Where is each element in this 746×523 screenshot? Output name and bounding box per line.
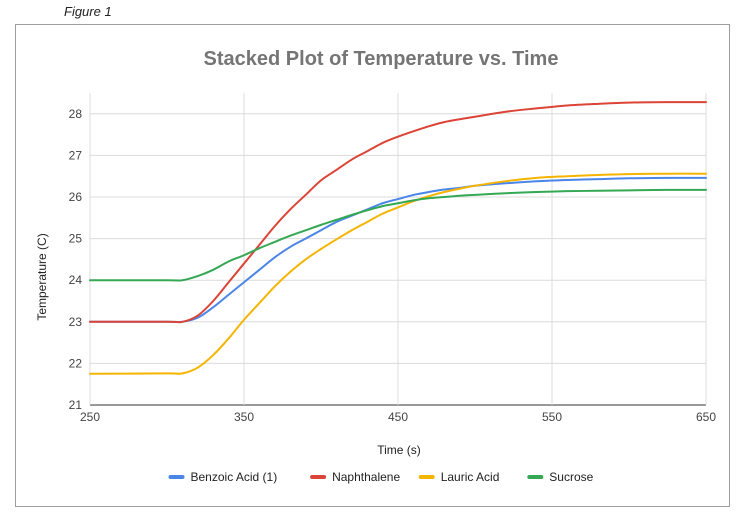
y-axis-title: Temperature (C) — [35, 233, 49, 320]
legend-label-sucrose: Sucrose — [549, 470, 593, 484]
grid-lines — [89, 93, 707, 406]
legend-label-naphthalene: Naphthalene — [332, 470, 400, 484]
y-tick-label: 28 — [69, 107, 83, 121]
chart-frame: 21 22 23 24 25 26 27 28 250 350 450 550 650 Stacked … — [15, 24, 730, 507]
legend-label-benzoic-acid-1: Benzoic Acid (1) — [191, 470, 278, 484]
x-tick-label: 350 — [234, 410, 254, 424]
line-chart: 21 22 23 24 25 26 27 28 250 350 450 550 650 Stacked … — [35, 48, 717, 484]
series-line-sucrose — [89, 188, 707, 282]
y-tick-label: 23 — [69, 315, 83, 329]
x-tick-label: 650 — [696, 410, 716, 424]
x-tick-label: 550 — [542, 410, 562, 424]
legend-label-lauric-acid: Lauric Acid — [441, 470, 500, 484]
x-axis-title: Time (s) — [377, 443, 421, 457]
y-tick-label: 22 — [69, 356, 83, 370]
figure-caption: Figure 1 — [64, 4, 112, 19]
x-tick-label: 450 — [388, 410, 408, 424]
y-tick-label: 25 — [69, 232, 83, 246]
y-tick-label: 26 — [69, 190, 83, 204]
legend: Benzoic Acid (1) Naphthalene Lauric Acid Su… — [168, 470, 594, 484]
series-lines — [89, 101, 707, 375]
y-tick-label: 24 — [69, 273, 83, 287]
series-line-naphthalene — [89, 101, 707, 324]
series-line-lauric-acid — [89, 172, 707, 375]
chart-title: Stacked Plot of Temperature vs. Time — [204, 48, 559, 70]
axis-ticks: 21 22 23 24 25 26 27 28 250 350 450 550 650 — [69, 107, 717, 424]
y-tick-label: 27 — [69, 148, 83, 162]
y-tick-label: 21 — [69, 398, 83, 412]
x-tick-label: 250 — [80, 410, 100, 424]
